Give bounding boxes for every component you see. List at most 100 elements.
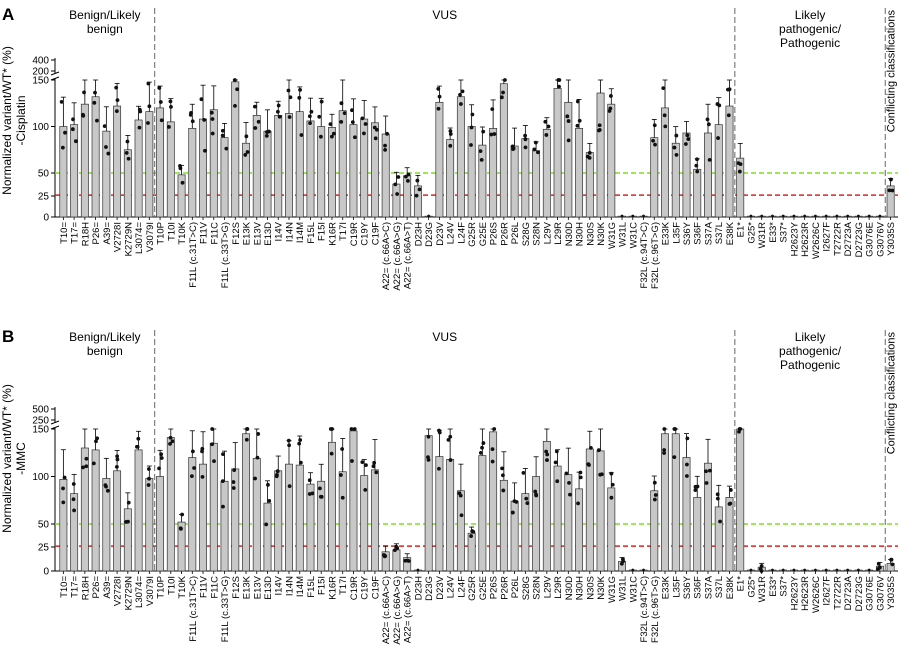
data-point: [210, 442, 215, 447]
data-point: [417, 187, 422, 192]
x-tick-label: Y3035S: [886, 576, 897, 610]
data-point: [371, 464, 376, 469]
x-tick-label: N30D: [564, 576, 575, 600]
data-point: [253, 126, 258, 130]
data-point: [545, 458, 549, 462]
data-point: [674, 133, 679, 138]
x-tick-label: W31R: [757, 576, 768, 603]
group-label-benign: Benign/Likely: [69, 330, 140, 344]
data-point: [383, 147, 387, 152]
data-point: [597, 123, 602, 128]
x-tick-label: F12S: [231, 576, 242, 599]
data-point: [685, 462, 689, 467]
bar: [328, 127, 336, 218]
bar: [693, 168, 702, 218]
bar: [188, 128, 197, 218]
data-point: [867, 214, 871, 218]
data-point: [383, 143, 387, 148]
data-point: [232, 78, 237, 82]
bar: [714, 506, 723, 572]
data-point: [84, 464, 89, 469]
data-point: [803, 568, 807, 572]
x-tick-label: F11L (c.33T>G): [220, 222, 231, 288]
bar: [542, 128, 551, 218]
data-point: [168, 99, 173, 104]
x-tick-label: S37L: [714, 576, 725, 598]
data-point: [104, 484, 108, 489]
data-point: [244, 437, 249, 442]
data-point: [297, 95, 302, 100]
data-point: [95, 118, 99, 123]
data-point: [631, 214, 635, 218]
y-tick-label: 50: [38, 169, 50, 180]
data-point: [718, 519, 722, 524]
bar: [521, 138, 530, 218]
data-point: [587, 150, 592, 155]
bar: [585, 448, 594, 572]
data-point: [481, 441, 486, 445]
bar: [123, 508, 132, 572]
data-point: [339, 120, 344, 124]
data-point: [492, 132, 497, 136]
bar: [145, 478, 154, 572]
data-point: [575, 99, 580, 104]
data-point: [609, 471, 614, 476]
x-tick-label: D23V: [435, 221, 446, 245]
data-point: [437, 428, 441, 433]
bar: [328, 441, 336, 572]
data-point: [448, 143, 453, 148]
y-tick-label: 50: [38, 520, 50, 531]
data-point: [685, 133, 690, 138]
bar: [306, 483, 315, 572]
data-point: [91, 461, 96, 466]
data-point: [578, 475, 583, 480]
bar: [370, 469, 379, 572]
data-point: [63, 130, 67, 135]
bar: [446, 459, 455, 572]
data-point: [771, 214, 774, 218]
data-point: [275, 469, 280, 474]
y-axis-label: Normalized variant/WT* (%): [0, 46, 14, 195]
data-point: [737, 427, 742, 431]
data-point: [157, 86, 162, 90]
data-point: [642, 568, 645, 572]
data-point: [146, 121, 150, 125]
bar: [231, 468, 240, 572]
data-point: [803, 214, 807, 218]
data-point: [876, 561, 881, 566]
data-point: [652, 123, 657, 128]
data-point: [329, 134, 334, 139]
data-point: [349, 427, 354, 431]
x-tick-label: C19R: [349, 576, 360, 600]
data-point: [352, 427, 357, 431]
x-tick-label: E33*: [768, 222, 779, 243]
bar: [553, 88, 562, 218]
data-point: [82, 90, 86, 95]
x-tick-label: L35F: [671, 222, 682, 244]
x-tick-label: H2623R: [800, 222, 811, 257]
bar: [209, 109, 218, 218]
bar: [607, 103, 616, 218]
x-tick-label: S36F: [693, 222, 704, 245]
data-point: [245, 150, 250, 154]
x-tick-label: P26S: [489, 222, 500, 245]
data-point: [287, 484, 292, 489]
x-tick-label: P26=: [91, 222, 102, 245]
bar: [295, 464, 304, 572]
data-point: [533, 140, 538, 145]
data-point: [374, 470, 379, 475]
data-point: [500, 466, 504, 471]
x-tick-label: G25*: [746, 576, 757, 598]
data-point: [331, 131, 336, 136]
data-point: [202, 118, 207, 122]
data-point: [328, 427, 333, 431]
data-point: [298, 460, 303, 465]
data-point: [319, 494, 324, 499]
x-tick-label: G3076V: [875, 221, 886, 257]
x-tick-label: F15L: [306, 222, 317, 244]
bar: [510, 145, 519, 218]
bar: [338, 110, 347, 218]
group-label-benign-line2: benign: [87, 344, 123, 358]
data-point: [523, 137, 528, 142]
data-point: [318, 134, 323, 139]
